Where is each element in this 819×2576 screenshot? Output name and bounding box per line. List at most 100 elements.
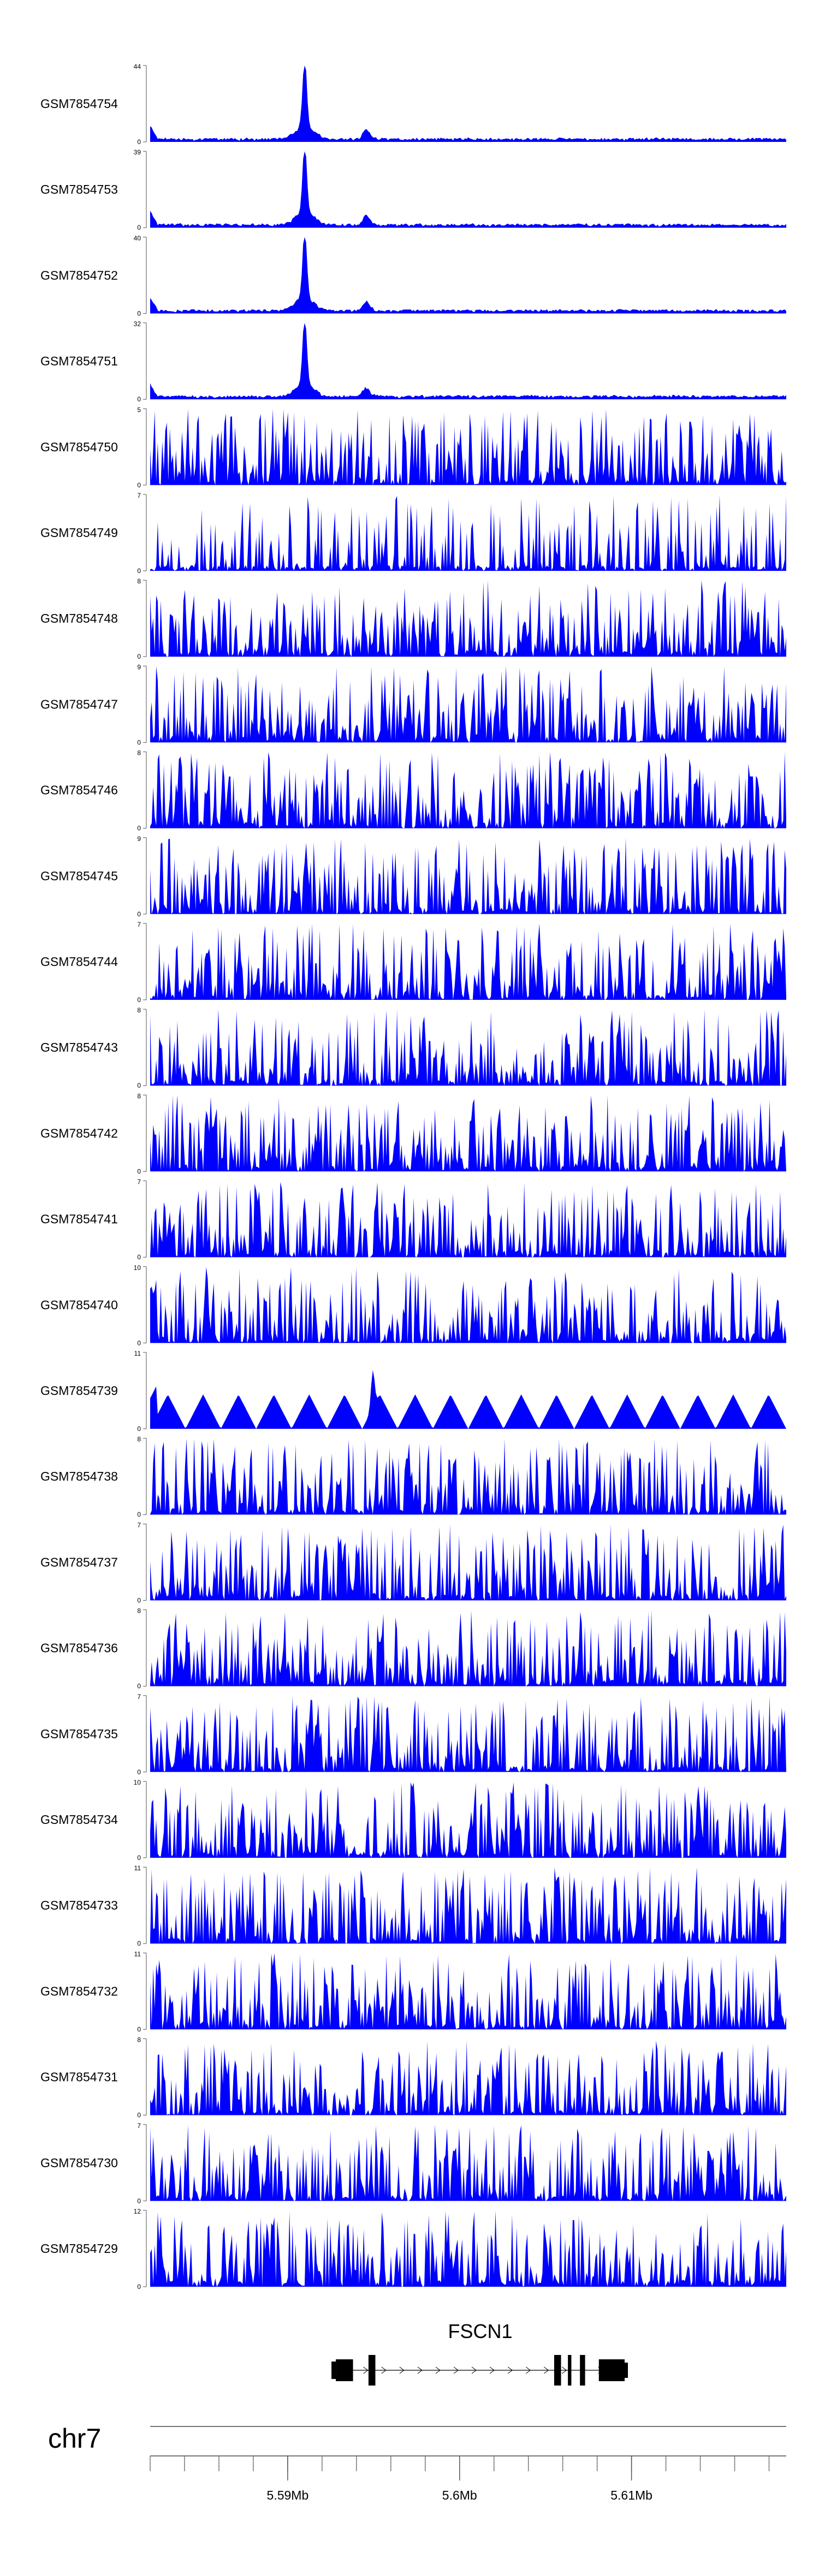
exon xyxy=(598,2359,625,2381)
y-max-label: 12 xyxy=(134,2208,141,2215)
track-label: GSM7854746 xyxy=(40,783,118,797)
track-label: GSM7854740 xyxy=(40,1298,118,1312)
y-min-label: 0 xyxy=(137,2025,141,2033)
y-min-label: 0 xyxy=(137,1683,141,1690)
track-GSM7854745: GSM7854745 9 0 xyxy=(40,835,786,918)
y-max-label: 7 xyxy=(137,1521,141,1529)
strand-chevron xyxy=(525,2366,531,2374)
y-max-label: 44 xyxy=(134,63,141,70)
coverage-area xyxy=(150,923,786,1000)
track-GSM7854735: GSM7854735 7 0 xyxy=(40,1693,786,1776)
track-label: GSM7854735 xyxy=(40,1727,118,1741)
exon xyxy=(580,2355,585,2386)
track-GSM7854751: GSM7854751 32 0 xyxy=(40,320,786,403)
chromosome-label: chr7 xyxy=(48,2423,101,2454)
coverage-area xyxy=(150,1953,786,2030)
y-max-label: 39 xyxy=(134,148,141,156)
track-label: GSM7854754 xyxy=(40,97,118,111)
y-max-label: 10 xyxy=(134,1264,141,1272)
strand-chevron xyxy=(381,2366,387,2374)
exon xyxy=(368,2355,376,2386)
track-label: GSM7854744 xyxy=(40,955,118,969)
coverage-area xyxy=(150,2124,786,2201)
y-min-label: 0 xyxy=(137,2283,141,2291)
track-GSM7854749: GSM7854749 7 0 xyxy=(40,492,786,575)
exon xyxy=(568,2355,572,2386)
track-GSM7854747: GSM7854747 9 0 xyxy=(40,663,786,746)
y-min-label: 0 xyxy=(137,1339,141,1347)
y-max-label: 9 xyxy=(137,663,141,671)
y-max-label: 8 xyxy=(137,1006,141,1014)
strand-chevron xyxy=(562,2366,567,2374)
y-min-label: 0 xyxy=(137,2112,141,2119)
coverage-area xyxy=(150,838,786,914)
coverage-area xyxy=(150,494,786,571)
coverage-area xyxy=(150,1696,786,1772)
track-GSM7854743: GSM7854743 8 0 xyxy=(40,1006,786,1089)
y-max-label: 8 xyxy=(137,1092,141,1100)
coverage-area xyxy=(150,65,786,142)
track-label: GSM7854749 xyxy=(40,526,118,540)
coverage-area xyxy=(150,1182,786,1257)
track-GSM7854729: GSM7854729 12 0 xyxy=(40,2208,786,2291)
track-label: GSM7854736 xyxy=(40,1641,118,1655)
track-label: GSM7854733 xyxy=(40,1898,118,1912)
strand-chevron xyxy=(544,2366,549,2374)
y-max-label: 40 xyxy=(134,234,141,242)
y-max-label: 8 xyxy=(137,1607,141,1615)
utr-5prime xyxy=(331,2362,336,2379)
coverage-area xyxy=(150,580,786,657)
coverage-area xyxy=(150,1782,786,1858)
gene-track: FSCN1 xyxy=(331,2320,628,2386)
y-min-label: 0 xyxy=(137,309,141,317)
coverage-area xyxy=(150,1267,786,1343)
coverage-area xyxy=(150,323,786,399)
track-GSM7854740: GSM7854740 10 0 xyxy=(40,1264,786,1347)
coverage-tracks: GSM7854754440GSM7854753390GSM7854752400G… xyxy=(40,63,786,2291)
y-min-label: 0 xyxy=(137,2197,141,2205)
strand-chevron xyxy=(435,2366,441,2374)
x-tick-label: 5.6Mb xyxy=(442,2488,477,2502)
utr-3prime xyxy=(625,2363,628,2378)
y-max-label: 8 xyxy=(137,577,141,585)
y-min-label: 0 xyxy=(137,1940,141,1947)
track-label: GSM7854734 xyxy=(40,1812,118,1827)
y-min-label: 0 xyxy=(137,738,141,746)
track-label: GSM7854741 xyxy=(40,1212,118,1226)
x-tick-label: 5.61Mb xyxy=(610,2488,652,2502)
strand-chevron xyxy=(363,2366,369,2374)
track-GSM7854739: GSM7854739 11 0 xyxy=(40,1350,786,1433)
track-label: GSM7854730 xyxy=(40,2156,118,2170)
y-min-label: 0 xyxy=(137,653,141,660)
y-max-label: 7 xyxy=(137,1693,141,1701)
track-label: GSM7854747 xyxy=(40,697,118,711)
track-GSM7854750: GSM7854750 5 0 xyxy=(40,406,786,489)
coverage-area xyxy=(150,752,786,828)
y-max-label: 32 xyxy=(134,320,141,328)
coverage-area xyxy=(150,408,786,485)
track-GSM7854754: GSM7854754 44 0 xyxy=(40,63,786,146)
track-label: GSM7854737 xyxy=(40,1555,118,1569)
y-min-label: 0 xyxy=(137,996,141,1004)
track-GSM7854738: GSM7854738 8 0 xyxy=(40,1435,786,1518)
y-min-label: 0 xyxy=(137,224,141,231)
coverage-area xyxy=(150,1610,786,1686)
y-min-label: 0 xyxy=(137,825,141,832)
y-min-label: 0 xyxy=(137,138,141,146)
track-label: GSM7854743 xyxy=(40,1040,118,1054)
y-min-label: 0 xyxy=(137,1082,141,1089)
coverage-area xyxy=(150,1009,786,1086)
track-label: GSM7854753 xyxy=(40,182,118,196)
track-GSM7854752: GSM7854752 40 0 xyxy=(40,234,786,317)
coverage-area xyxy=(150,151,786,228)
exon xyxy=(554,2355,561,2386)
y-min-label: 0 xyxy=(137,567,141,575)
strand-chevron xyxy=(471,2366,477,2374)
strand-chevron xyxy=(399,2366,405,2374)
strand-chevron xyxy=(417,2366,423,2374)
y-max-label: 9 xyxy=(137,835,141,843)
coverage-area xyxy=(150,1867,786,1944)
track-GSM7854748: GSM7854748 8 0 xyxy=(40,577,786,660)
y-min-label: 0 xyxy=(137,1425,141,1433)
y-max-label: 11 xyxy=(134,1950,141,1958)
